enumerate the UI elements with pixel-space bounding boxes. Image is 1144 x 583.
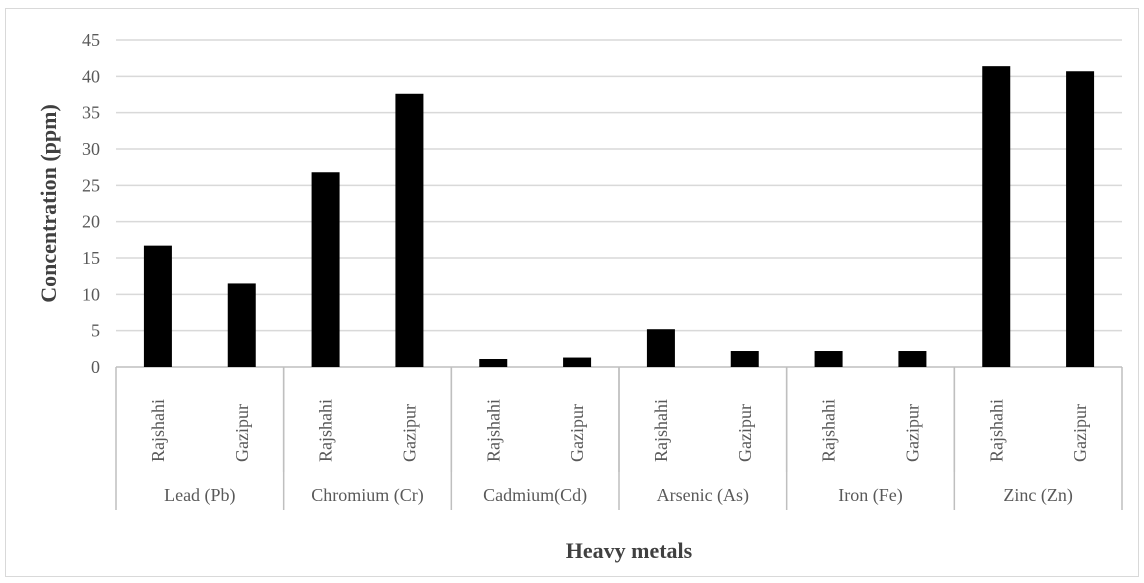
- x-category-label: Rajshahi: [651, 399, 671, 462]
- bar: [479, 359, 508, 367]
- y-tick-label: 35: [82, 103, 100, 123]
- bar: [898, 351, 927, 367]
- x-category-label: Rajshahi: [316, 399, 336, 462]
- bar: [311, 172, 340, 367]
- x-category-label: Gazipur: [399, 404, 419, 462]
- y-tick-label: 5: [91, 321, 100, 341]
- y-tick-label: 20: [82, 212, 100, 232]
- bar: [982, 66, 1011, 367]
- x-category-label: Gazipur: [1070, 404, 1090, 462]
- x-category-label: Rajshahi: [148, 399, 168, 462]
- x-category-label: Gazipur: [902, 404, 922, 462]
- y-tick-label: 15: [82, 248, 100, 268]
- x-category-label: Gazipur: [232, 404, 252, 462]
- x-axis: Rajshahi Gazipur Lead (Pb) Rajshahi Gazipur C…: [115, 367, 1123, 510]
- x-group-label: Lead (Pb): [164, 485, 235, 506]
- x-category-label: Rajshahi: [986, 399, 1006, 462]
- x-group-label: Chromium (Cr): [311, 485, 424, 506]
- bar: [1066, 71, 1095, 367]
- bar: [395, 93, 424, 368]
- x-category-label: Gazipur: [567, 404, 587, 462]
- y-tick-label: 25: [82, 175, 100, 195]
- chart-frame: [5, 8, 1139, 577]
- x-axis-title: Heavy metals: [566, 538, 693, 563]
- y-tick-label: 10: [82, 284, 100, 304]
- gridlines: [116, 39, 1122, 368]
- bar: [814, 351, 843, 367]
- y-tick-label: 0: [91, 357, 100, 377]
- y-tick-label: 30: [82, 139, 100, 159]
- x-category-label: Gazipur: [735, 404, 755, 462]
- x-group-label: Arsenic (As): [657, 485, 749, 506]
- y-tick-label: 45: [82, 30, 100, 50]
- y-tick-label: 40: [82, 66, 100, 86]
- bar: [227, 283, 256, 367]
- y-axis-ticks: 0 5 10 15 20 25 30 35 40 45: [82, 30, 100, 377]
- bar: [143, 245, 172, 367]
- x-group-label: Zinc (Zn): [1003, 485, 1072, 506]
- y-axis-title: Concentration (ppm): [36, 104, 61, 303]
- x-group-label: Cadmium(Cd): [483, 485, 587, 506]
- bar: [646, 329, 675, 367]
- bars: [143, 66, 1095, 368]
- x-category-label: Rajshahi: [819, 399, 839, 462]
- x-group-label: Iron (Fe): [838, 485, 902, 506]
- bar: [563, 357, 592, 367]
- bar: [730, 351, 759, 367]
- x-category-label: Rajshahi: [483, 399, 503, 462]
